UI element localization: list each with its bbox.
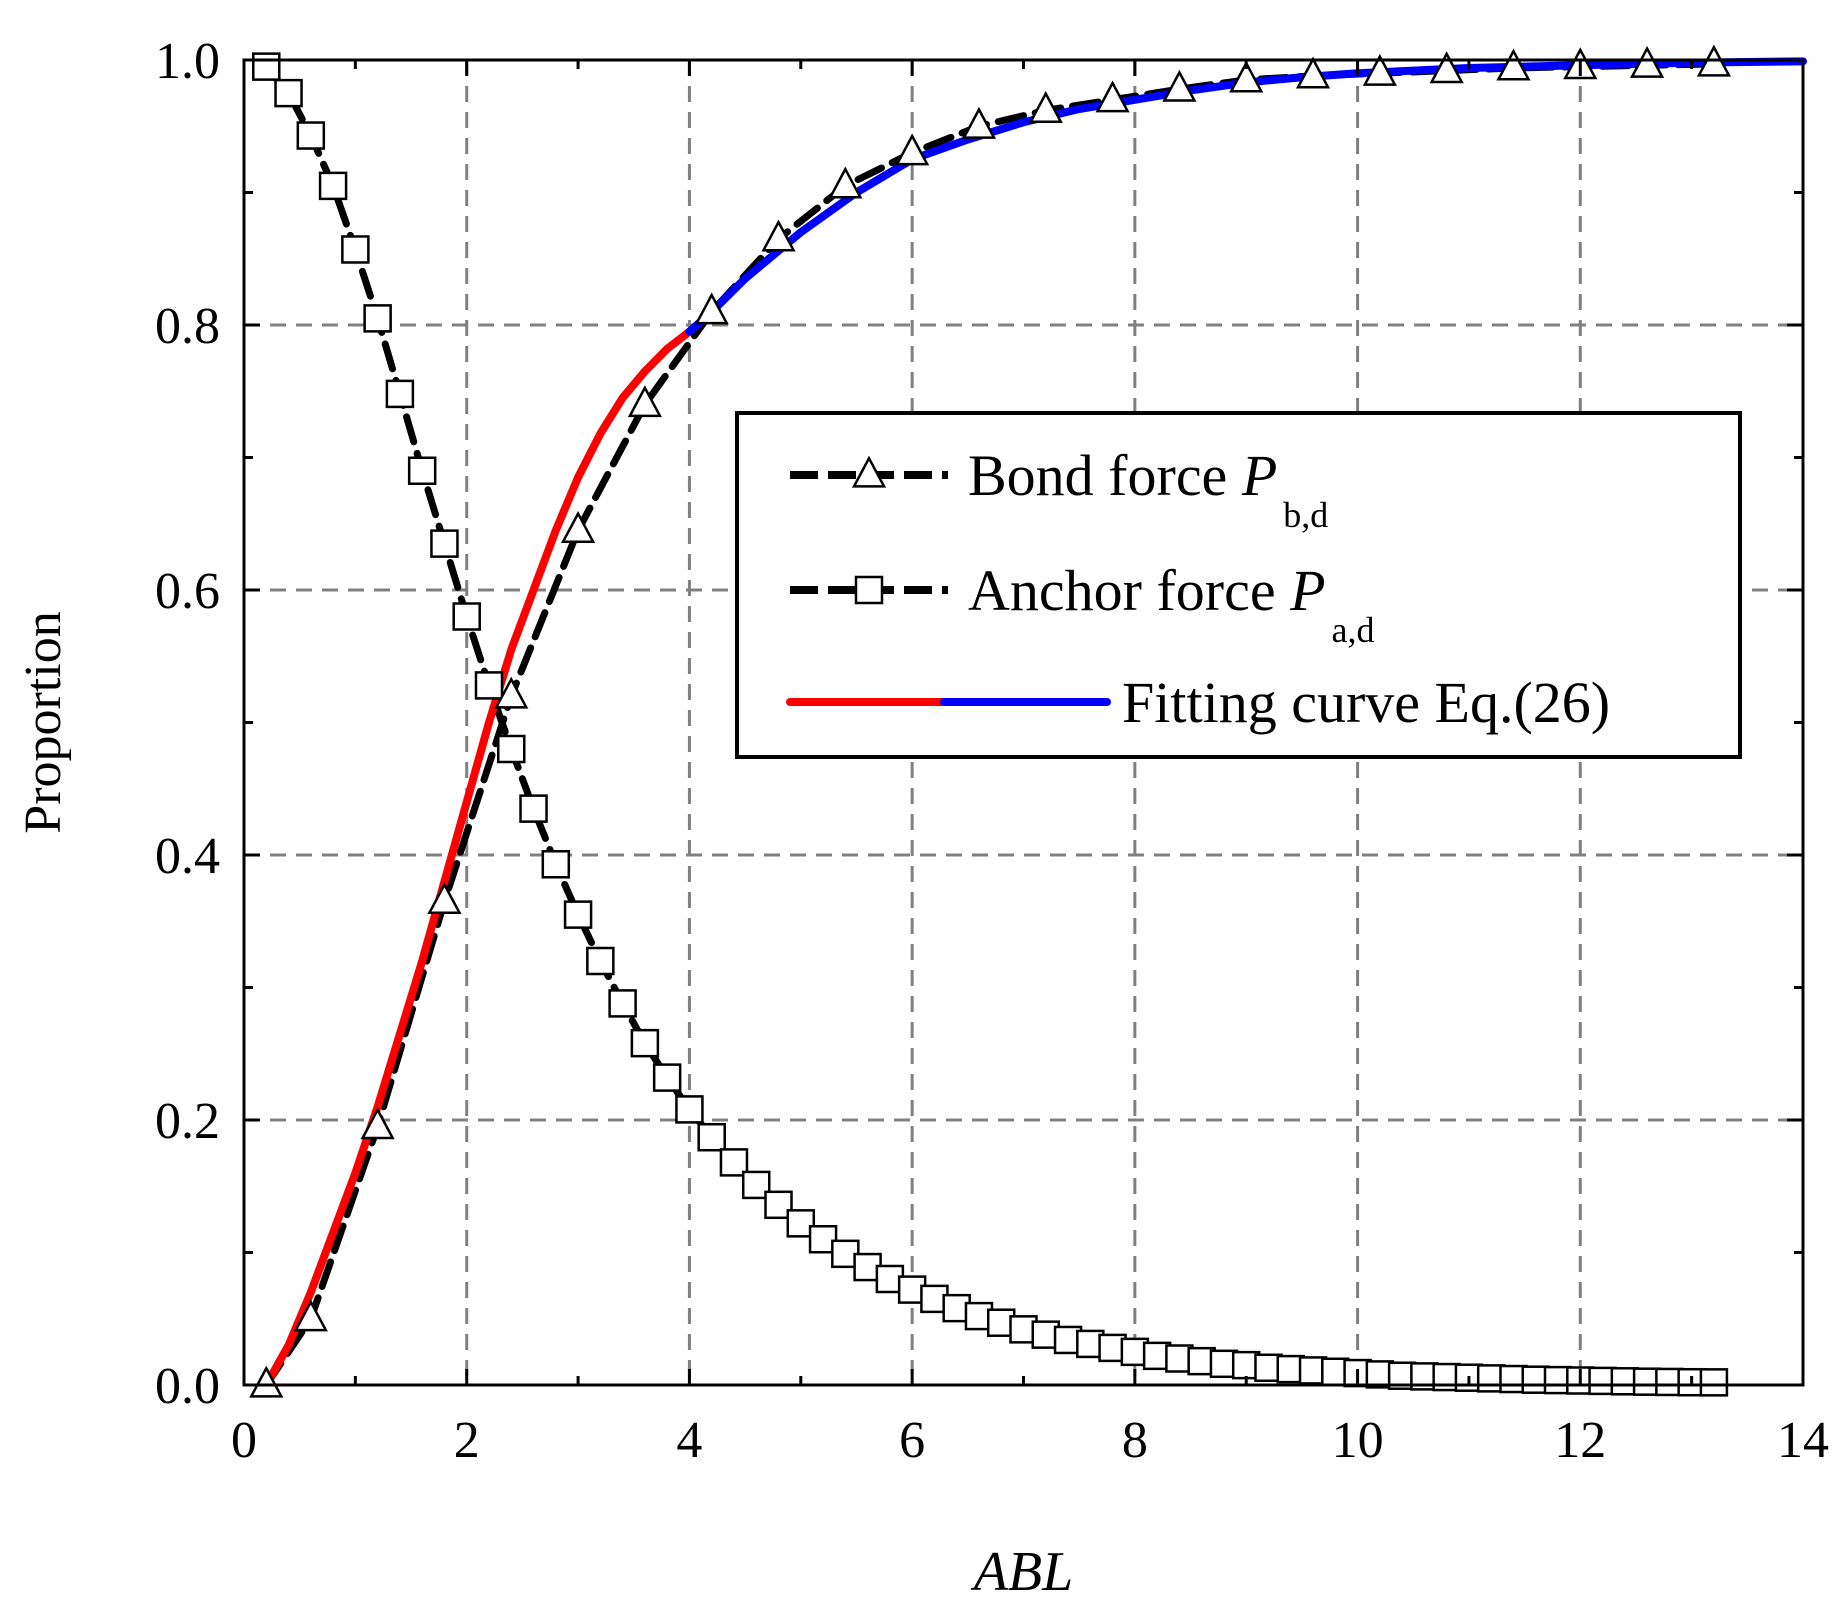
anchor-force-marker [563, 900, 593, 929]
bond-force-marker [627, 385, 662, 418]
x-tick-label: 8 [1122, 1412, 1148, 1469]
bond-force-marker [1028, 90, 1063, 123]
anchor-force-marker [385, 379, 415, 409]
x-tick-label: 14 [1777, 1412, 1829, 1469]
x-tick-label: 0 [231, 1412, 257, 1469]
anchor-force-marker [608, 989, 637, 1018]
anchor-force-marker [296, 121, 326, 150]
anchor-force-marker [652, 1063, 682, 1092]
anchor-force-marker [1699, 1368, 1729, 1397]
x-tick-label: 6 [899, 1412, 925, 1469]
x-axis-label: ABL [970, 1541, 1074, 1603]
bond-force-marker [560, 510, 596, 543]
y-tick-label: 0.0 [155, 1358, 220, 1415]
x-tick-label: 2 [454, 1412, 480, 1469]
x-tick-label: 12 [1554, 1412, 1606, 1469]
legend-entry-label: Fitting curve Eq.(26) [1122, 670, 1610, 735]
y-axis-label: Proportion [15, 611, 72, 833]
anchor-force-marker [252, 52, 281, 81]
anchor-force-marker [430, 529, 459, 558]
anchor-force-marker [274, 78, 303, 108]
anchor-force-marker [808, 1225, 838, 1254]
anchor-force-marker [786, 1209, 816, 1238]
y-tick-label: 0.6 [155, 563, 220, 620]
bond-force-marker [895, 133, 930, 166]
y-tick-labels: 0.0 0.2 0.4 0.6 0.8 1.0 [155, 33, 220, 1415]
bond-force-marker [1630, 45, 1665, 78]
bond-force-marker [694, 292, 729, 325]
anchor-force-marker [474, 671, 504, 700]
anchor-force-marker [519, 794, 548, 823]
legend: Bond force Pb,d Anchor force Pa,d Fitting … [735, 411, 1742, 759]
x-tick-labels: 0 2 4 6 8 10 12 14 [231, 1412, 1829, 1469]
bond-force-marker [1429, 51, 1464, 84]
anchor-force-marker [407, 456, 437, 485]
legend-triangle-marker [851, 455, 887, 488]
bond-force-marker [1496, 48, 1531, 81]
x-tick-label: 10 [1332, 1412, 1384, 1469]
anchor-force-marker [497, 734, 526, 764]
bond-force-marker [360, 1107, 395, 1140]
y-tick-label: 1.0 [155, 33, 220, 90]
anchor-force-marker [341, 235, 370, 264]
legend-square-marker [854, 575, 884, 605]
anchor-force-marker [675, 1095, 704, 1124]
y-tick-label: 0.2 [155, 1093, 220, 1150]
bond-force-marker [1229, 60, 1264, 93]
anchor-force-marker [630, 1028, 660, 1058]
anchor-force-marker [363, 304, 392, 333]
anchor-force-marker [741, 1170, 771, 1200]
anchor-force-marker [586, 946, 615, 976]
anchor-force-marker [541, 850, 571, 879]
anchor-force-marker [318, 171, 348, 201]
bond-force-marker [1095, 80, 1130, 113]
bond-force-marker [249, 1365, 284, 1398]
bond-force-marker [761, 219, 796, 252]
y-tick-label: 0.4 [155, 828, 220, 885]
anchor-force-marker [697, 1122, 726, 1152]
anchor-force-marker [452, 602, 481, 631]
bond-force-marker [427, 881, 462, 914]
fitting-curve-red-segment [262, 327, 694, 1389]
bond-force-marker [828, 166, 863, 199]
axis-ticks [242, 58, 1805, 1387]
bond-force-marker [1295, 56, 1331, 89]
series-layer [249, 44, 1807, 1398]
bond-force-marker [961, 106, 997, 139]
x-tick-label: 4 [676, 1412, 702, 1469]
bond-force-marker [1162, 69, 1197, 102]
y-tick-label: 0.8 [155, 298, 220, 355]
bond-force-marker [1362, 53, 1397, 86]
bond-force-marker [293, 1299, 328, 1332]
bond-force-marker [494, 676, 529, 709]
legend-entry-label: Bond force Pb,d [968, 443, 1328, 535]
legend-entry-label: Anchor force Pa,d [968, 558, 1374, 650]
